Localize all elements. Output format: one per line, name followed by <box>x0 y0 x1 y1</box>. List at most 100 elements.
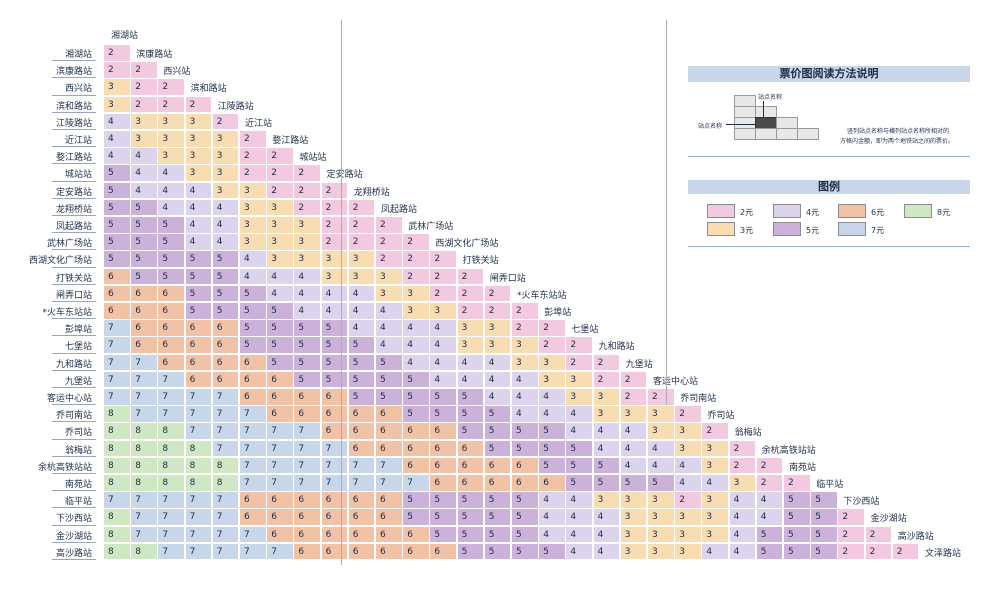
fare-cell: 6 <box>375 508 403 527</box>
fare-cell: 2 <box>320 233 349 251</box>
fare-cell: 6 <box>402 439 430 458</box>
fare-cell: 4 <box>592 525 621 544</box>
fare-cell: 5 <box>157 216 186 234</box>
fare-cell: 5 <box>647 474 675 492</box>
fare-cell: 3 <box>157 130 186 148</box>
fare-cell: 6 <box>211 370 240 389</box>
row-label-underline <box>52 111 96 113</box>
fare-cell: 6 <box>239 370 267 389</box>
fare-cell: 7 <box>239 542 267 561</box>
fare-cell: 3 <box>266 198 294 217</box>
fare-cell: 4 <box>157 164 186 183</box>
fare-cell: 4 <box>674 474 702 492</box>
fare-cell: 4 <box>565 508 594 527</box>
fare-cell: 5 <box>511 439 539 458</box>
row-station-label: 金沙湖站 <box>55 531 92 542</box>
fare-cell: 4 <box>565 491 594 509</box>
fare-cell: 5 <box>184 284 213 303</box>
divider-line-right <box>666 20 667 405</box>
fare-cell: 5 <box>402 491 430 509</box>
fare-cell: 4 <box>701 474 730 492</box>
station-label: 婺江路站 <box>272 136 309 146</box>
row-label-underline <box>52 215 96 216</box>
row-station-label: 婺江路站 <box>55 153 92 164</box>
diagram-cell <box>734 128 756 140</box>
fare-cell: 7 <box>130 353 158 372</box>
fare-cell: 6 <box>157 302 186 320</box>
fare-cell: 5 <box>565 474 594 492</box>
fare-cell: 6 <box>266 388 294 406</box>
fare-cell: 6 <box>402 542 430 561</box>
fare-cell: 2 <box>347 198 376 217</box>
fare-cell: 4 <box>592 508 621 527</box>
fare-cell: 5 <box>239 302 267 320</box>
fare-cell: 2 <box>837 525 866 544</box>
fare-cell: 8 <box>184 474 213 492</box>
station-label: 高沙路站 <box>897 531 934 542</box>
fare-cell: 8 <box>103 422 131 441</box>
fare-cell: 5 <box>130 267 158 286</box>
station-label: 西兴站 <box>163 67 191 78</box>
fare-cell: 6 <box>320 525 349 544</box>
fare-cell: 6 <box>293 491 322 509</box>
fare-cell: 6 <box>103 267 131 286</box>
fare-cell: 5 <box>293 370 322 389</box>
fare-cell: 3 <box>266 250 294 269</box>
fare-cell: 3 <box>619 405 648 423</box>
fare-cell: 6 <box>402 456 430 475</box>
fare-cell: 2 <box>347 233 376 251</box>
row-station-label: 滨康路站 <box>55 67 92 78</box>
station-label: 武林广场站 <box>408 222 454 232</box>
fare-cell: 5 <box>783 508 811 527</box>
fare-cell: 5 <box>511 525 539 544</box>
station-label: 翁梅站 <box>734 428 762 439</box>
fare-cell: 8 <box>130 456 158 475</box>
fare-cell: 5 <box>456 405 485 423</box>
fare-cell: 6 <box>293 388 322 406</box>
diagram-top-label: 站点名称 <box>758 94 783 101</box>
fare-cell: 8 <box>130 474 158 492</box>
fare-cell: 2 <box>293 164 322 183</box>
fare-cell: 5 <box>483 525 512 544</box>
fare-cell: 3 <box>130 112 158 131</box>
fare-cell: 5 <box>157 267 186 286</box>
fare-cell: 5 <box>266 319 294 337</box>
fare-cell: 4 <box>211 233 240 251</box>
row-label-underline <box>52 94 96 96</box>
fare-cell: 5 <box>320 319 349 337</box>
row-station-label: 余杭高铁站站 <box>37 462 92 473</box>
fare-cell: 4 <box>184 233 213 251</box>
row-label-underline <box>52 60 96 62</box>
fare-cell: 3 <box>211 147 240 165</box>
fare-cell: 4 <box>619 422 648 441</box>
fare-cell: 6 <box>103 284 131 303</box>
fare-cell: 5 <box>456 542 485 561</box>
fare-cell: 2 <box>429 250 458 269</box>
fare-cell: 4 <box>701 542 730 561</box>
fare-cell: 4 <box>211 198 240 217</box>
fare-cell: 4 <box>103 130 131 148</box>
fare-cell: 5 <box>511 491 539 509</box>
station-label: 西湖文化广场站 <box>435 239 499 250</box>
fare-cell: 5 <box>538 456 566 475</box>
station-label: 九堡站 <box>625 359 653 370</box>
fare-cell: 7 <box>103 388 131 406</box>
fare-cell: 6 <box>239 508 267 527</box>
fare-cell: 3 <box>647 405 675 423</box>
fare-cell: 6 <box>456 474 485 492</box>
fare-cell: 5 <box>565 439 594 458</box>
fare-cell: 6 <box>184 353 213 372</box>
row-station-label: 湘湖站 <box>64 50 92 60</box>
row-label-underline <box>52 77 96 79</box>
row-station-label: 城站站 <box>64 170 92 181</box>
fare-cell: 5 <box>293 319 322 337</box>
fare-cell: 7 <box>347 456 376 475</box>
diagram-note-line1: 竖列站点名称与横列站点名称所相对的 <box>847 128 950 135</box>
fare-cell: 4 <box>402 336 430 355</box>
fare-cell: 3 <box>184 147 213 165</box>
fare-cell: 6 <box>320 405 349 423</box>
fare-cell: 3 <box>647 422 675 441</box>
station-label: 金沙湖站 <box>870 514 907 525</box>
row-station-label: *火车东站站 <box>42 308 92 318</box>
fare-cell: 3 <box>239 181 267 200</box>
